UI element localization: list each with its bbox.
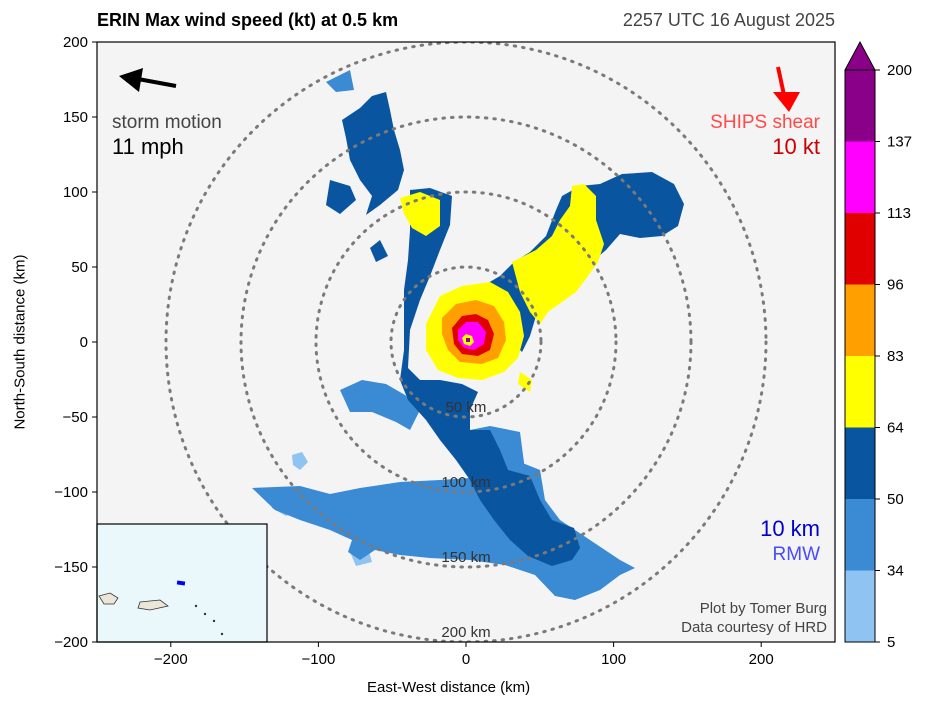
x-tick-label: 100: [601, 651, 626, 668]
y-tick-label: 0: [80, 334, 88, 351]
inset-island-dot: [220, 632, 224, 636]
chart-title: ERIN Max wind speed (kt) at 0.5 km: [97, 10, 399, 30]
y-tick-label: 150: [63, 109, 88, 126]
storm-motion-label: storm motion: [112, 112, 222, 133]
colorbar-tick-label: 50: [887, 491, 904, 508]
range-ring-label: 100 km: [441, 474, 490, 491]
colorbar-tick-label: 137: [887, 134, 912, 151]
shear-arrow: [773, 66, 800, 112]
wind-field: [252, 70, 684, 600]
colorbar-tick-label: 83: [887, 348, 904, 365]
colorbar-tick-label: 34: [887, 563, 904, 580]
range-rings: 50 km 100 km 150 km 200 km: [164, 42, 768, 642]
rmw-label: RMW: [772, 544, 820, 565]
colorbar-tick-label: 200: [887, 62, 912, 79]
range-ring: [239, 115, 693, 569]
credit-line-1: Plot by Tomer Burg: [699, 600, 827, 617]
colorbar-tick-label: 5: [887, 634, 895, 651]
inset-map: [96, 523, 268, 643]
credit-line-2: Data courtesy of HRD: [681, 619, 827, 636]
range-ring: [164, 42, 768, 642]
y-tick-label: 200: [63, 34, 88, 51]
range-ring-label: 50 km: [446, 399, 487, 416]
x-tick-label: −200: [154, 651, 188, 668]
y-tick-label: −150: [54, 559, 88, 576]
colorbar-segment: [845, 70, 875, 142]
wind-band-34-50: [252, 70, 635, 600]
colorbar-tick-label: 64: [887, 420, 904, 437]
inset-island-dot: [212, 619, 216, 623]
shear-value: 10 kt: [772, 134, 820, 159]
y-tick-label: 50: [71, 259, 88, 276]
axis-ticks: −200 −100 0 100 200 −200 −150 −100 −50 0 50 100 150 2…: [54, 34, 774, 668]
colorbar-segment: [845, 427, 875, 499]
range-ring: [389, 265, 543, 419]
storm-eye-center: [466, 338, 470, 342]
colorbar-tick-label: 113: [887, 205, 911, 222]
y-tick-label: −50: [63, 409, 88, 426]
range-ring-label: 200 km: [441, 624, 490, 641]
storm-motion-arrow: [119, 68, 177, 92]
shear-label: SHIPS shear: [710, 112, 820, 133]
y-tick-label: −100: [54, 484, 88, 501]
colorbar-segment: [845, 141, 875, 213]
inset-storm-marker: [176, 580, 186, 586]
range-ring-label: 150 km: [441, 549, 490, 566]
colorbar-segment: [845, 499, 875, 571]
colorbar-segment: [845, 570, 875, 642]
storm-motion-value: 11 mph: [112, 134, 184, 159]
inset-island-dot: [194, 604, 198, 608]
y-tick-label: 100: [63, 184, 88, 201]
colorbar: 5 34 50 64 83 96 113 137 200: [844, 40, 912, 651]
y-axis-label: North-South distance (km): [11, 254, 29, 430]
x-tick-label: 200: [749, 651, 774, 668]
colorbar-segment: [845, 284, 875, 356]
inset-island-dot: [203, 612, 207, 616]
colorbar-segment: [845, 356, 875, 428]
inset-island-shape: [98, 592, 169, 611]
colorbar-tick-label: 96: [887, 277, 904, 294]
colorbar-segment: [845, 213, 875, 285]
y-tick-label: −200: [54, 634, 88, 651]
x-tick-label: 0: [462, 651, 470, 668]
x-tick-label: −100: [302, 651, 336, 668]
range-ring: [314, 190, 618, 494]
rmw-value: 10 km: [760, 516, 820, 541]
x-axis-label: East-West distance (km): [367, 679, 531, 696]
timestamp: 2257 UTC 16 August 2025: [622, 10, 835, 30]
colorbar-extend-arrow: [844, 40, 876, 71]
